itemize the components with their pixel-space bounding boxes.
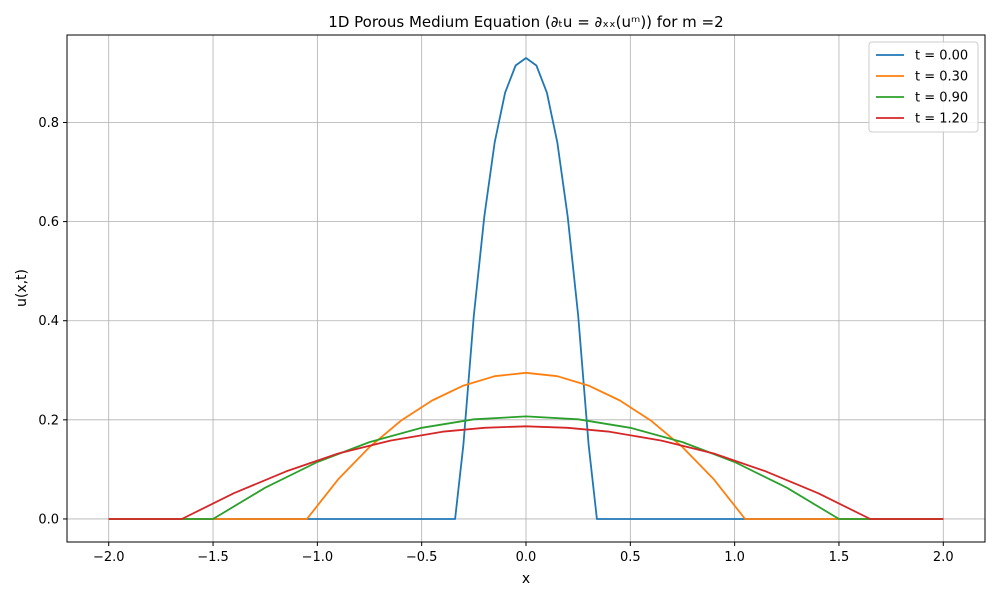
series-line [108, 371, 944, 520]
legend-label: t = 0.30 [915, 70, 968, 85]
chart-title: 1D Porous Medium Equation (∂ₜu = ∂ₓₓ(uᵐ)… [328, 13, 723, 31]
x-tick-label: −1.0 [302, 550, 334, 565]
y-tick-label: 0.4 [38, 314, 59, 329]
x-tick-label: 1.0 [724, 550, 745, 565]
x-tick-label: −0.5 [406, 550, 438, 565]
x-axis-ticks: −2.0 −1.5 −1.0 −0.5 0.0 0.5 1.0 1.5 2.0 [93, 542, 954, 565]
y-axis-label: u(x,t) [14, 269, 30, 307]
x-tick-label: −1.5 [197, 550, 229, 565]
y-tick-label: 0.6 [38, 215, 59, 230]
series-lines [108, 57, 944, 520]
x-tick-label: 0.5 [620, 550, 641, 565]
series-line [108, 425, 944, 520]
x-axis-label: x [522, 571, 530, 587]
legend-label: t = 0.90 [915, 91, 968, 106]
y-axis-ticks: 0.0 0.2 0.4 0.6 0.8 [38, 116, 67, 527]
legend-label: t = 1.20 [915, 112, 968, 127]
series-line [108, 57, 944, 520]
x-tick-label: 0.0 [516, 550, 537, 565]
x-tick-label: 1.5 [829, 550, 850, 565]
y-tick-label: 0.0 [38, 512, 59, 527]
legend-label: t = 0.00 [915, 49, 968, 64]
x-tick-label: −2.0 [93, 550, 125, 565]
plot-area-frame [66, 34, 986, 543]
legend: t = 0.00 t = 0.30 t = 0.90 t = 1.20 [868, 41, 979, 133]
series-line [108, 415, 944, 520]
y-tick-label: 0.2 [38, 413, 59, 428]
x-tick-label: 2.0 [933, 550, 954, 565]
y-tick-label: 0.8 [38, 116, 59, 131]
legend-frame [868, 41, 979, 133]
